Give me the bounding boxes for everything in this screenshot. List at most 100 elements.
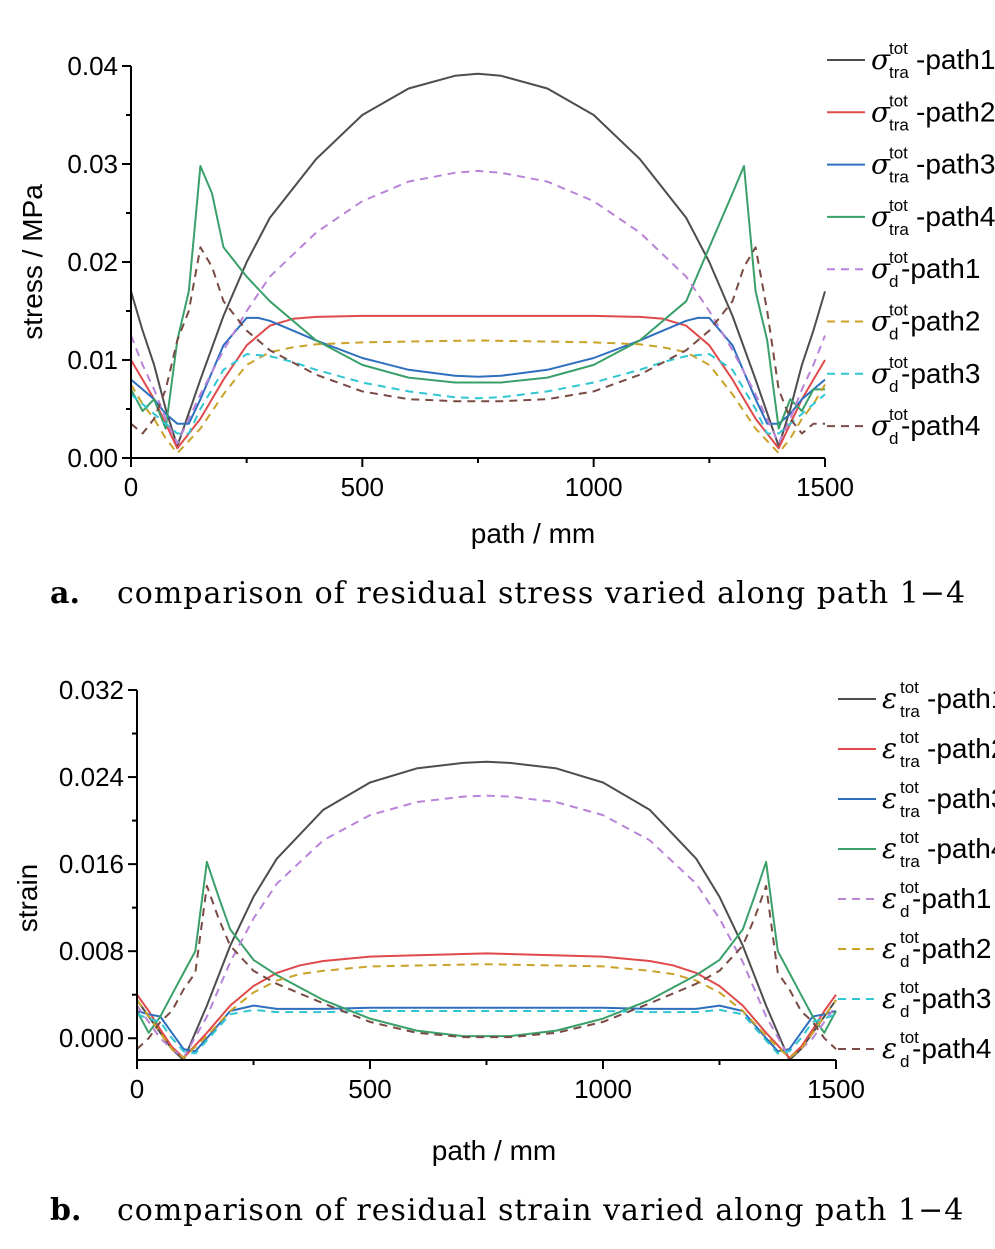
stress-chart: 0 500 1000 1500 0.00 0.01 0.02 0.03 0.04 path / … xyxy=(17,39,995,549)
strain-legend-label: -path3 xyxy=(927,783,995,814)
strain-legend-item: ε tot d -path4 xyxy=(838,1028,991,1071)
strain-legend-symbol: ε xyxy=(882,682,897,715)
stress-x-tick-label: 500 xyxy=(341,472,384,502)
strain-y-tick-label: 0.016 xyxy=(59,849,124,879)
strain-series-7-line xyxy=(136,884,837,1050)
strain-legend-subscript: tra xyxy=(900,852,920,871)
caption-b: b. comparison of residual strain varied … xyxy=(50,1193,963,1228)
strain-legend-subscript: d xyxy=(900,1002,909,1021)
strain-legend-superscript: tot xyxy=(900,978,919,997)
stress-series-6-line xyxy=(130,353,826,435)
strain-legend-symbol: ε xyxy=(882,782,897,815)
stress-legend-superscript: tot xyxy=(889,353,908,372)
strain-legend-label: -path3 xyxy=(912,983,991,1014)
strain-legend-label: -path2 xyxy=(927,733,995,764)
caption-a-letter: a. xyxy=(50,576,80,611)
stress-x-tick-label: 0 xyxy=(124,472,138,502)
stress-legend-superscript: tot xyxy=(889,196,908,215)
strain-legend-item: ε tot d -path2 xyxy=(838,928,991,971)
strain-legend-symbol: ε xyxy=(882,932,897,965)
strain-chart: 0 500 1000 1500 0.000 0.008 0.016 0.024 0.032 pa… xyxy=(12,675,995,1166)
strain-x-tick-label: 1000 xyxy=(574,1074,632,1104)
stress-legend-subscript: tra xyxy=(889,63,909,82)
strain-legend-subscript: d xyxy=(900,902,909,921)
stress-legend-symbol: σ xyxy=(871,43,891,76)
stress-legend-label: -path1 xyxy=(901,253,980,284)
strain-legend-superscript: tot xyxy=(900,828,919,847)
stress-legend-symbol: σ xyxy=(871,357,891,390)
stress-series-4-line xyxy=(130,169,826,445)
stress-legend-subscript: d xyxy=(889,429,898,448)
stress-plot-lines xyxy=(130,72,826,455)
stress-ticks: 0 500 1000 1500 0.00 0.01 0.02 0.03 0.04 xyxy=(67,51,854,502)
strain-y-tick-label: 0.024 xyxy=(59,762,124,792)
strain-legend-superscript: tot xyxy=(900,678,919,697)
stress-legend-symbol: σ xyxy=(871,409,891,442)
stress-legend-subscript: tra xyxy=(889,220,909,239)
strain-series-2-line xyxy=(136,1004,837,1053)
stress-legend-label: -path4 xyxy=(916,201,995,232)
strain-series-5-line xyxy=(136,963,837,1059)
strain-series-4-line xyxy=(136,794,837,1059)
strain-legend-item: ε tot d -path1 xyxy=(838,878,991,921)
strain-legend-subscript: d xyxy=(900,1052,909,1071)
stress-series-5-line xyxy=(130,339,826,455)
strain-legend-superscript: tot xyxy=(900,778,919,797)
stress-legend-symbol: σ xyxy=(871,200,891,233)
stress-y-tick-label: 0.00 xyxy=(67,443,118,473)
stress-legend-subscript: d xyxy=(889,377,898,396)
strain-legend-label: -path4 xyxy=(912,1033,991,1064)
strain-legend-symbol: ε xyxy=(882,982,897,1015)
stress-y-tick-label: 0.02 xyxy=(67,247,118,277)
stress-legend-label: -path3 xyxy=(901,358,980,389)
strain-legend-symbol: ε xyxy=(882,1032,897,1065)
stress-legend-symbol: σ xyxy=(871,148,891,181)
strain-legend-label: -path4 xyxy=(927,833,995,864)
caption-a-text: comparison of residual stress varied alo… xyxy=(117,576,966,611)
stress-series-7-line xyxy=(130,246,825,435)
strain-legend-item: ε tot d -path3 xyxy=(838,978,991,1021)
caption-b-letter: b. xyxy=(50,1193,81,1228)
stress-legend-superscript: tot xyxy=(889,144,908,163)
strain-x-tick-label: 0 xyxy=(130,1074,144,1104)
stress-legend-label: -path3 xyxy=(916,149,995,180)
stress-legend-symbol: σ xyxy=(871,95,891,128)
strain-legend: εtottra-path1εtottra-path2εtottra-path3ε… xyxy=(838,678,995,1071)
strain-legend-label: -path1 xyxy=(927,683,995,714)
stress-legend-label: -path4 xyxy=(901,410,980,441)
strain-legend-superscript: tot xyxy=(900,878,919,897)
stress-legend-superscript: tot xyxy=(889,301,908,320)
strain-ticks: 0 500 1000 1500 0.000 0.008 0.016 0.024 0.032 xyxy=(59,675,865,1104)
stress-legend-label: -path1 xyxy=(916,44,995,75)
stress-legend-subscript: tra xyxy=(889,115,909,134)
stress-legend-label: -path2 xyxy=(901,306,980,337)
strain-legend-subscript: tra xyxy=(900,702,920,721)
strain-legend-subscript: d xyxy=(900,952,909,971)
stress-series-1-line xyxy=(130,314,826,450)
stress-series-0-line xyxy=(130,72,826,448)
strain-series-3-line xyxy=(136,860,837,1038)
strain-axes xyxy=(136,690,836,1061)
strain-y-tick-label: 0.032 xyxy=(59,675,124,705)
stress-legend-superscript: tot xyxy=(889,248,908,267)
stress-y-tick-label: 0.04 xyxy=(67,51,118,81)
stress-legend-symbol: σ xyxy=(871,305,891,338)
strain-y-tick-label: 0.008 xyxy=(59,936,124,966)
stress-legend-label: -path2 xyxy=(916,96,995,127)
strain-legend-symbol: ε xyxy=(882,882,897,915)
stress-series-2-line xyxy=(130,316,826,425)
strain-y-axis-title: strain xyxy=(12,864,43,932)
strain-legend-superscript: tot xyxy=(900,928,919,947)
strain-y-tick-label: 0.000 xyxy=(59,1023,124,1053)
